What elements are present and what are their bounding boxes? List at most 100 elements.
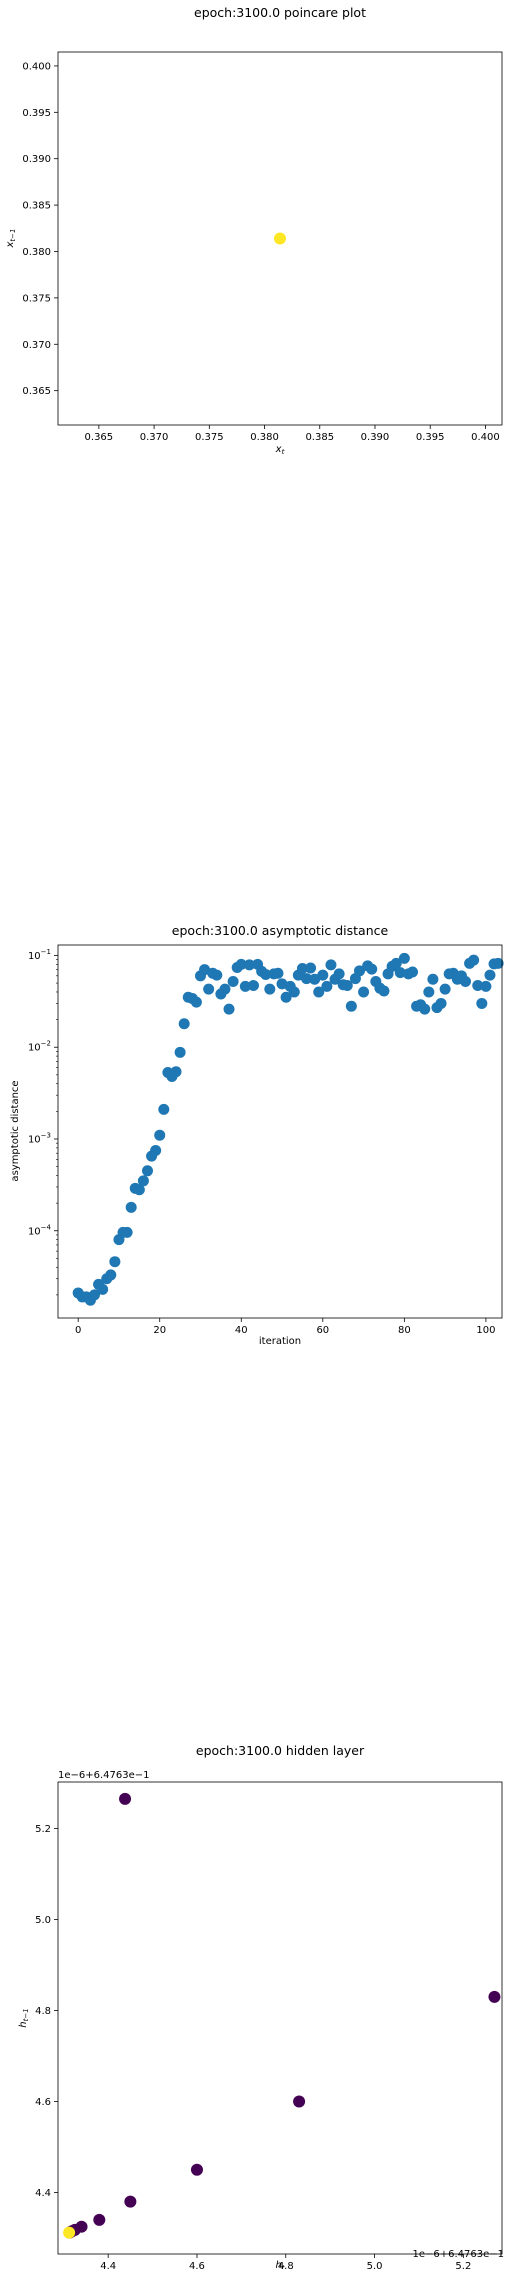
y-tick-label: 0.365 [22,386,51,397]
x-tick-label: 0.365 [85,432,114,443]
y-tick-label: 0.400 [22,61,51,72]
data-point [280,991,292,1003]
data-point [272,967,284,979]
data-point [150,1144,162,1156]
plot-frame [57,1781,503,2255]
data-point [354,965,366,977]
data-point [317,969,329,981]
y-axis-label: asymptotic distance [10,1080,21,1181]
data-point [190,2163,203,2176]
data-point [154,1129,166,1141]
chart-marks [274,232,286,245]
data-point [174,1046,186,1058]
data-point [345,1000,357,1012]
y-tick-label: 4.6 [35,2097,51,2108]
data-point [227,976,239,988]
x-tick-label: 5.0 [367,2261,383,2269]
y-tick-label: 10−4 [28,1223,52,1237]
data-point [492,957,504,969]
data-point [264,983,276,995]
data-point [484,969,496,981]
chart-title: epoch:3100.0 poincare plot [194,5,366,20]
data-point [119,1792,132,1805]
data-point [124,2195,137,2208]
data-point [321,980,333,992]
y-tick-label: 0.390 [22,154,51,165]
x-tick-label: 40 [235,1325,248,1336]
data-point [476,997,488,1009]
data-point [260,969,272,981]
plot-frame [57,944,503,1319]
x-offset-label: 1e−6+6.4763e−1 [412,2249,504,2260]
x-tick-label: 0.375 [195,432,224,443]
data-point [97,1283,109,1295]
y-tick-label: 10−3 [28,1131,51,1145]
y-tick-label: 0.395 [22,108,51,119]
data-point [88,1289,100,1301]
data-point [419,1003,431,1015]
x-tick-label: 5.2 [455,2261,471,2269]
data-point [274,232,286,245]
hidden-layer-chart: epoch:3100.0 hidden layer 1e−6+6.4763e−1… [18,1743,504,2269]
x-axis-label: ht [275,2260,284,2269]
data-point [63,2226,76,2239]
data-point [235,958,247,970]
data-point [460,976,472,988]
y-tick-label: 4.8 [35,2006,51,2017]
data-point [93,2213,106,2226]
data-point [309,973,321,985]
x-tick-label: 60 [316,1325,329,1336]
y-tick-label: 0.370 [22,340,51,351]
data-point [407,966,419,978]
data-point [247,980,259,992]
x-tick-label: 100 [476,1325,495,1336]
x-tick-label: 4.4 [100,2261,116,2269]
chart-title: epoch:3100.0 asymptotic distance [172,923,389,938]
chart-marks [63,1792,501,2239]
data-point [313,986,325,998]
x-tick-label: 0.385 [305,432,334,443]
plot-frame [57,51,503,426]
y-tick-label: 0.375 [22,293,51,304]
x-axis: 4.4 4.6 4.8 5.0 5.2 [100,2254,471,2269]
x-tick-label: 80 [398,1325,411,1336]
x-axis: 0.365 0.370 0.375 0.380 0.385 0.390 0.395 0.400 [85,425,500,443]
y-tick-label: 4.4 [35,2188,51,2199]
data-point [239,980,251,992]
x-axis-label: iteration [259,1336,301,1347]
x-tick-label: 0.380 [250,432,279,443]
data-point [435,997,447,1009]
data-point [121,1226,133,1238]
x-axis: 0 20 40 60 80 100 [75,1318,495,1336]
y-tick-label: 5.0 [35,1915,51,1926]
y-axis: 4.4 4.6 4.8 5.0 5.2 [35,1824,58,2199]
data-point [333,968,345,980]
y-tick-label: 10−1 [28,948,51,962]
data-point [158,1103,170,1115]
data-point [223,1003,235,1015]
data-point [293,2095,306,2108]
data-point [141,1165,153,1177]
data-point [109,1256,121,1268]
y-offset-label: 1e−6+6.4763e−1 [58,1770,150,1781]
data-point [341,980,353,992]
data-point [325,959,337,971]
data-point [137,1175,149,1187]
data-point [301,973,313,985]
y-axis-label: xt−1 [5,229,17,249]
y-tick-label: 0.385 [22,201,51,212]
y-tick-label: 0.380 [22,247,51,258]
data-point [170,1066,182,1078]
y-tick-label: 5.2 [35,1824,51,1835]
data-point [480,980,492,992]
chart-marks [72,952,504,1306]
data-point [468,954,480,966]
y-axis: 10−4 10−3 10−2 10−1 [28,948,58,1296]
x-axis-label: xt [275,444,285,456]
x-tick-label: 0.400 [471,432,500,443]
data-point [488,1990,501,2003]
data-point [423,986,435,998]
data-point [211,969,223,981]
data-point [178,1018,190,1030]
data-point [472,980,484,992]
